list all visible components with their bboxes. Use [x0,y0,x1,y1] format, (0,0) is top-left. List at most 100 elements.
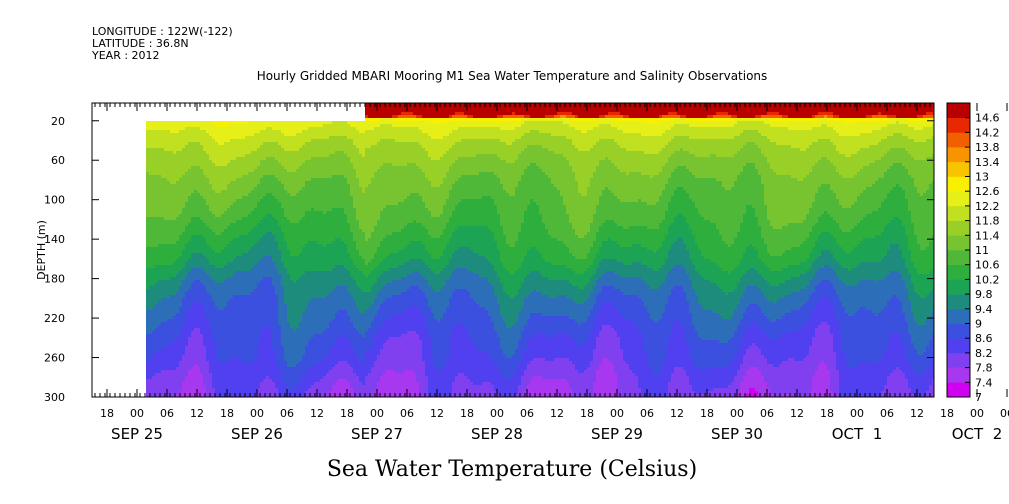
heatmap-cell [296,130,300,134]
heatmap-cell [248,367,252,371]
heatmap-cell [146,316,150,320]
heatmap-cell [227,256,231,260]
heatmap-cell [149,298,153,302]
heatmap-cell [185,154,189,158]
heatmap-cell [209,172,213,176]
heatmap-cell [152,223,156,227]
heatmap-cell [293,364,297,368]
heatmap-cell [221,196,225,200]
heatmap-cell [278,391,282,395]
heatmap-cell [152,241,156,245]
heatmap-cell [206,157,210,161]
heatmap-cell [212,301,216,305]
heatmap-cell [176,148,180,152]
heatmap-cell [206,142,210,146]
heatmap-cell [266,274,270,278]
heatmap-cell [173,163,177,167]
heatmap-cell [254,394,258,397]
heatmap-cell [215,178,219,182]
heatmap-cell [203,322,207,326]
heatmap-cell [176,259,180,263]
heatmap-cell [287,343,291,347]
heatmap-cell [227,142,231,146]
heatmap-cell [152,157,156,161]
heatmap-cell [242,250,246,254]
heatmap-cell [146,358,150,362]
heatmap-cell [167,322,171,326]
heatmap-cell [251,358,255,362]
heatmap-cell [257,151,261,155]
heatmap-cell [293,367,297,371]
heatmap-cell [203,190,207,194]
heatmap-cell [182,310,186,314]
heatmap-cell [221,169,225,173]
heatmap-cell [236,190,240,194]
heatmap-cell [287,148,291,152]
heatmap-cell [194,364,198,368]
heatmap-cell [251,217,255,221]
heatmap-cell [299,202,303,206]
heatmap-cell [293,361,297,365]
heatmap-cell [146,346,150,350]
heatmap-cell [191,355,195,359]
heatmap-cell [149,202,153,206]
heatmap-cell [236,337,240,341]
heatmap-cell [275,196,279,200]
heatmap-cell [230,301,234,305]
heatmap-cell [227,235,231,239]
heatmap-cell [239,262,243,266]
heatmap-cell [155,169,159,173]
heatmap-cell [293,262,297,266]
heatmap-cell [224,316,228,320]
heatmap-cell [191,280,195,284]
heatmap-cell [152,310,156,314]
heatmap-cell [230,385,234,389]
heatmap-cell [299,277,303,281]
heatmap-cell [221,154,225,158]
heatmap-cell [269,283,273,287]
heatmap-cell [188,154,192,158]
heatmap-cell [215,370,219,374]
heatmap-cell [230,391,234,395]
heatmap-cell [203,343,207,347]
heatmap-cell [242,244,246,248]
heatmap-cell [302,379,306,383]
heatmap-cell [230,163,234,167]
heatmap-cell [146,187,150,191]
heatmap-cell [206,229,210,233]
heatmap-cell [209,250,213,254]
heatmap-cell [263,322,267,326]
heatmap-cell [206,289,210,293]
heatmap-cell [170,244,174,248]
heatmap-cell [149,208,153,212]
heatmap-cell [152,337,156,341]
heatmap-cell [179,193,183,197]
heatmap-cell [170,310,174,314]
heatmap-cell [188,319,192,323]
heatmap-cell [227,358,231,362]
heatmap-cell [182,379,186,383]
heatmap-cell [209,247,213,251]
heatmap-cell [185,274,189,278]
heatmap-cell [287,364,291,368]
heatmap-cell [200,307,204,311]
heatmap-cell [290,307,294,311]
heatmap-cell [212,322,216,326]
heatmap-cell [212,292,216,296]
heatmap-cell [185,349,189,353]
heatmap-cell [275,346,279,350]
heatmap-cell [233,295,237,299]
heatmap-cell [224,271,228,275]
heatmap-cell [215,325,219,329]
heatmap-cell [203,151,207,155]
heatmap-cell [230,289,234,293]
heatmap-cell [239,334,243,338]
heatmap-cell [299,394,303,397]
heatmap-cell [161,142,165,146]
heatmap-cell [173,361,177,365]
heatmap-cell [209,289,213,293]
heatmap-cell [248,178,252,182]
heatmap-cell [233,385,237,389]
heatmap-cell [188,373,192,377]
heatmap-cell [287,253,291,257]
